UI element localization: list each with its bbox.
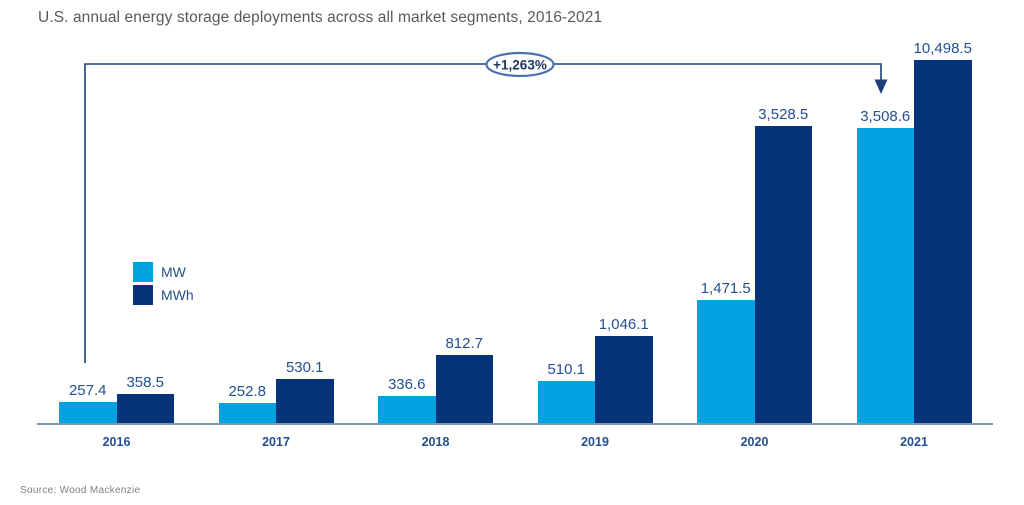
value-label-mw-2016: 257.4 xyxy=(68,382,107,399)
growth-ellipse xyxy=(485,51,555,78)
value-label-mw-2021: 3,508.6 xyxy=(860,108,911,125)
bar-mw-2019 xyxy=(537,381,595,424)
value-label-mwh-2016: 358.5 xyxy=(126,374,165,391)
bar-mwh-2019 xyxy=(595,336,653,424)
source-note: Source: Wood Mackenzie xyxy=(20,485,141,496)
value-label-mw-2017: 252.8 xyxy=(228,383,267,400)
x-axis-label-2018: 2018 xyxy=(421,435,450,449)
value-label-mwh-2019: 1,046.1 xyxy=(598,316,649,333)
bar-mwh-2021 xyxy=(914,60,972,424)
growth-percentage-label: +1,263% xyxy=(493,58,547,73)
legend-item-mwh: MWh xyxy=(133,285,194,305)
x-axis-label-2016: 2016 xyxy=(102,435,131,449)
bar-mw-2018 xyxy=(378,396,436,424)
mw-swatch-icon xyxy=(133,262,153,282)
legend-label-mw: MW xyxy=(161,264,186,280)
mwh-swatch-icon xyxy=(133,285,153,305)
bar-mwh-2017 xyxy=(276,379,334,424)
bar-mw-2016 xyxy=(59,402,117,424)
bar-mwh-2018 xyxy=(435,355,493,424)
legend-label-mwh: MWh xyxy=(161,287,194,303)
x-axis-label-2019: 2019 xyxy=(581,435,609,449)
bar-mwh-2020 xyxy=(754,126,812,424)
value-label-mwh-2020: 3,528.5 xyxy=(758,106,809,123)
value-label-mwh-2021: 10,498.5 xyxy=(913,40,972,57)
value-label-mwh-2017: 530.1 xyxy=(285,359,324,376)
bar-mw-2021 xyxy=(856,128,914,424)
legend: MW MWh xyxy=(133,262,194,308)
legend-item-mw: MW xyxy=(133,262,194,282)
arrow-down-icon xyxy=(874,79,888,94)
bar-mwh-2016 xyxy=(116,394,174,424)
value-label-mw-2018: 336.6 xyxy=(387,376,426,393)
value-label-mw-2019: 510.1 xyxy=(547,361,586,378)
x-axis-label-2017: 2017 xyxy=(262,435,290,449)
bar-mw-2017 xyxy=(218,403,276,424)
x-axis-line xyxy=(37,423,993,425)
value-label-mw-2020: 1,471.5 xyxy=(700,280,751,297)
bar-mw-2020 xyxy=(697,300,755,424)
value-label-mwh-2018: 812.7 xyxy=(445,335,484,352)
chart-title: U.S. annual energy storage deployments a… xyxy=(38,9,603,26)
x-axis-label-2021: 2021 xyxy=(900,435,928,449)
x-axis-label-2020: 2020 xyxy=(740,435,769,449)
